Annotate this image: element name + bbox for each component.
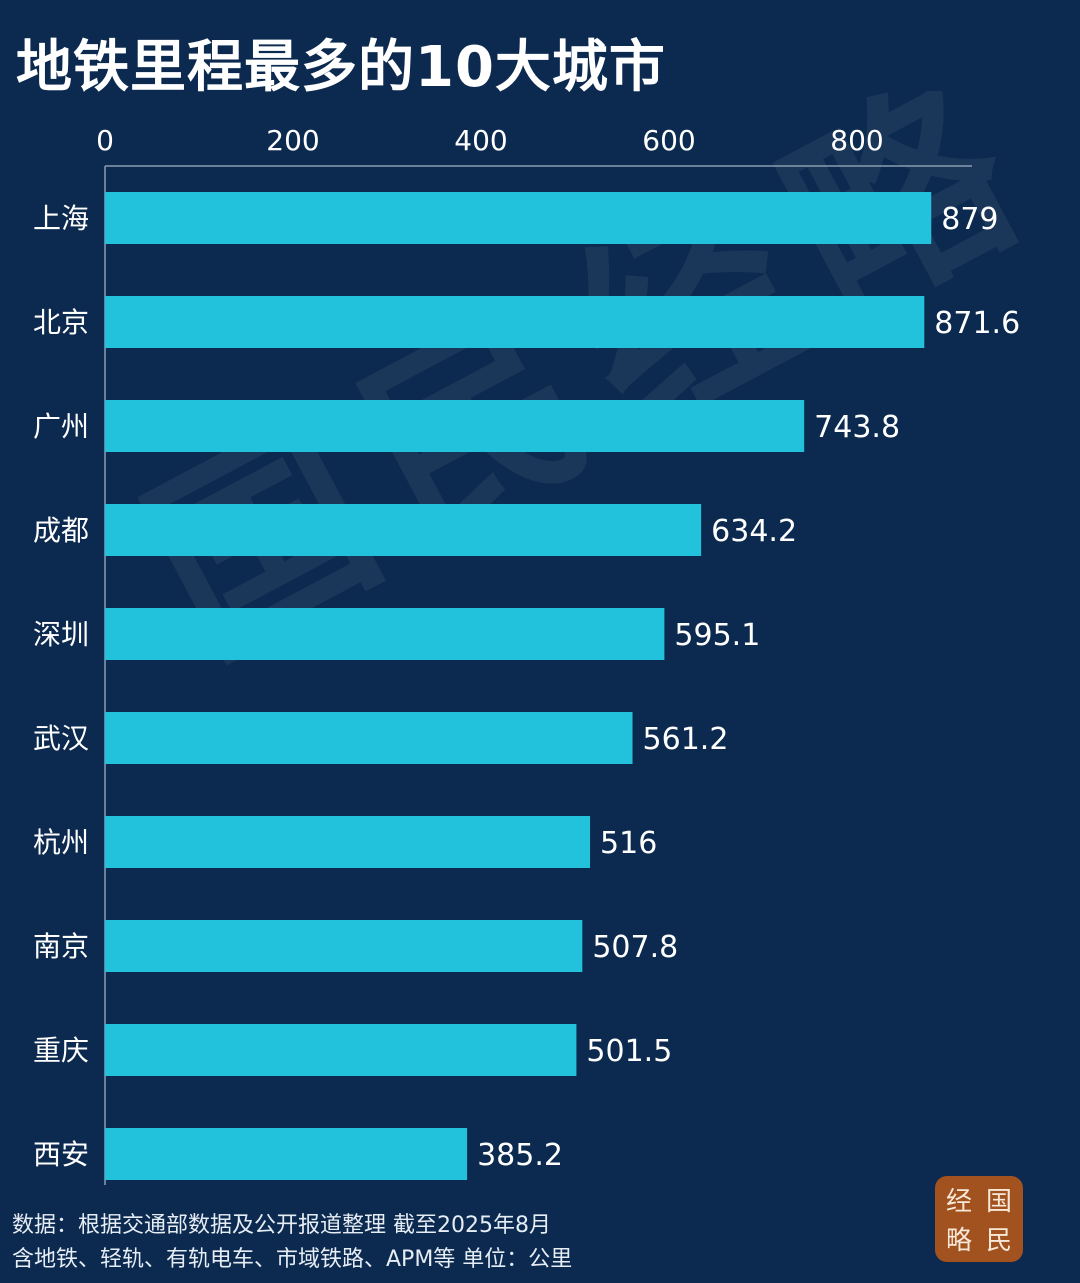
x-tick-label: 800 <box>830 124 883 157</box>
bar-chart: 0 200 400 600 800 上海 879 北京 871.6 广州 743.8 成都 634.2 深… <box>33 124 1020 1185</box>
category-label: 上海 <box>33 202 89 235</box>
bar <box>105 296 925 348</box>
logo-char-3: 略 <box>945 1226 972 1256</box>
brand-logo: 经 国 略 民 <box>935 1176 1023 1262</box>
data-label: 561.2 <box>643 722 729 757</box>
data-label: 501.5 <box>586 1034 672 1069</box>
data-label: 879 <box>941 202 998 237</box>
bar <box>105 712 633 764</box>
bar <box>105 192 932 244</box>
logo-char-2: 国 <box>985 1187 1012 1217</box>
logo-char-4: 民 <box>985 1226 1012 1256</box>
data-label: 871.6 <box>934 306 1020 341</box>
category-label: 西安 <box>33 1138 89 1171</box>
x-tick-label: 400 <box>454 124 507 157</box>
bar <box>105 1024 577 1076</box>
bar <box>105 504 702 556</box>
bar <box>105 608 665 660</box>
chart-title: 地铁里程最多的10大城市 <box>16 35 666 100</box>
category-label: 北京 <box>33 306 89 339</box>
bar <box>105 920 583 972</box>
category-label: 深圳 <box>33 618 89 651</box>
bar <box>105 400 805 452</box>
data-label: 507.8 <box>592 930 678 965</box>
data-label: 595.1 <box>674 618 760 653</box>
data-source-note: 数据：根据交通部数据及公开报道整理 截至2025年8月 <box>12 1213 551 1238</box>
unit-note: 含地铁、轻轨、有轨电车、市域铁路、APM等 单位：公里 <box>12 1247 573 1272</box>
data-label: 634.2 <box>711 514 797 549</box>
category-label: 杭州 <box>33 826 89 859</box>
bar <box>105 1128 468 1180</box>
bar <box>105 816 591 868</box>
category-label: 重庆 <box>33 1034 89 1067</box>
x-tick-label: 0 <box>96 124 114 157</box>
category-label: 南京 <box>33 930 89 963</box>
x-tick-label: 600 <box>642 124 695 157</box>
logo-char-1: 经 <box>945 1187 972 1217</box>
category-label: 武汉 <box>33 722 89 755</box>
data-label: 743.8 <box>814 410 900 445</box>
category-label: 成都 <box>33 514 89 547</box>
data-label: 385.2 <box>477 1138 563 1173</box>
data-label: 516 <box>600 826 657 861</box>
category-label: 广州 <box>33 410 89 443</box>
x-tick-label: 200 <box>266 124 319 157</box>
